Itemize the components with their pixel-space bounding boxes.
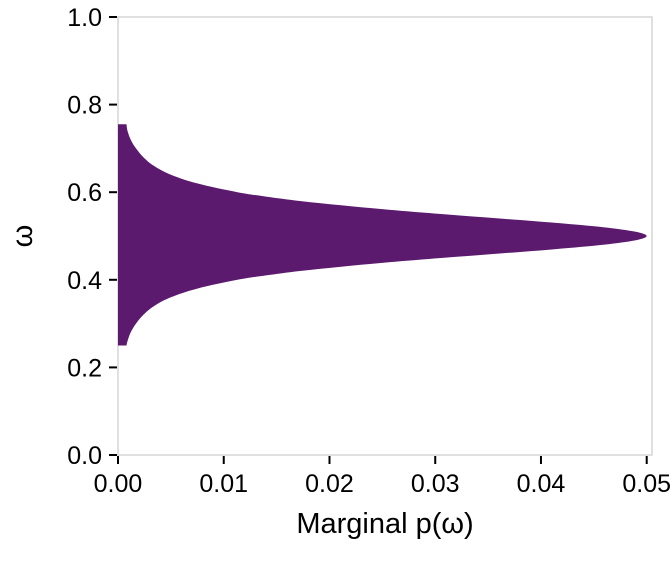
tick-label: 1.0 xyxy=(67,4,102,32)
density-area xyxy=(118,124,647,346)
x-axis-title: Marginal p(ω) xyxy=(296,508,473,540)
tick-label: 0.04 xyxy=(517,470,566,498)
tick-label: 0.01 xyxy=(199,470,248,498)
y-axis: 0.0 0.2 0.4 0.6 0.8 1.0 xyxy=(67,4,117,470)
tick-label: 0.4 xyxy=(67,267,102,295)
tick-label: 0.00 xyxy=(94,470,143,498)
y-axis-title: ω xyxy=(7,225,39,248)
x-axis: 0.00 0.01 0.02 0.03 0.04 0.05 xyxy=(94,456,671,498)
tick-label: 0.2 xyxy=(67,354,102,382)
tick-label: 0.02 xyxy=(305,470,354,498)
tick-label: 0.03 xyxy=(411,470,460,498)
tick-label: 0.8 xyxy=(67,92,102,120)
tick-label: 0.6 xyxy=(67,179,102,207)
tick-label: 0.05 xyxy=(622,470,671,498)
tick-label: 0.0 xyxy=(67,442,102,470)
